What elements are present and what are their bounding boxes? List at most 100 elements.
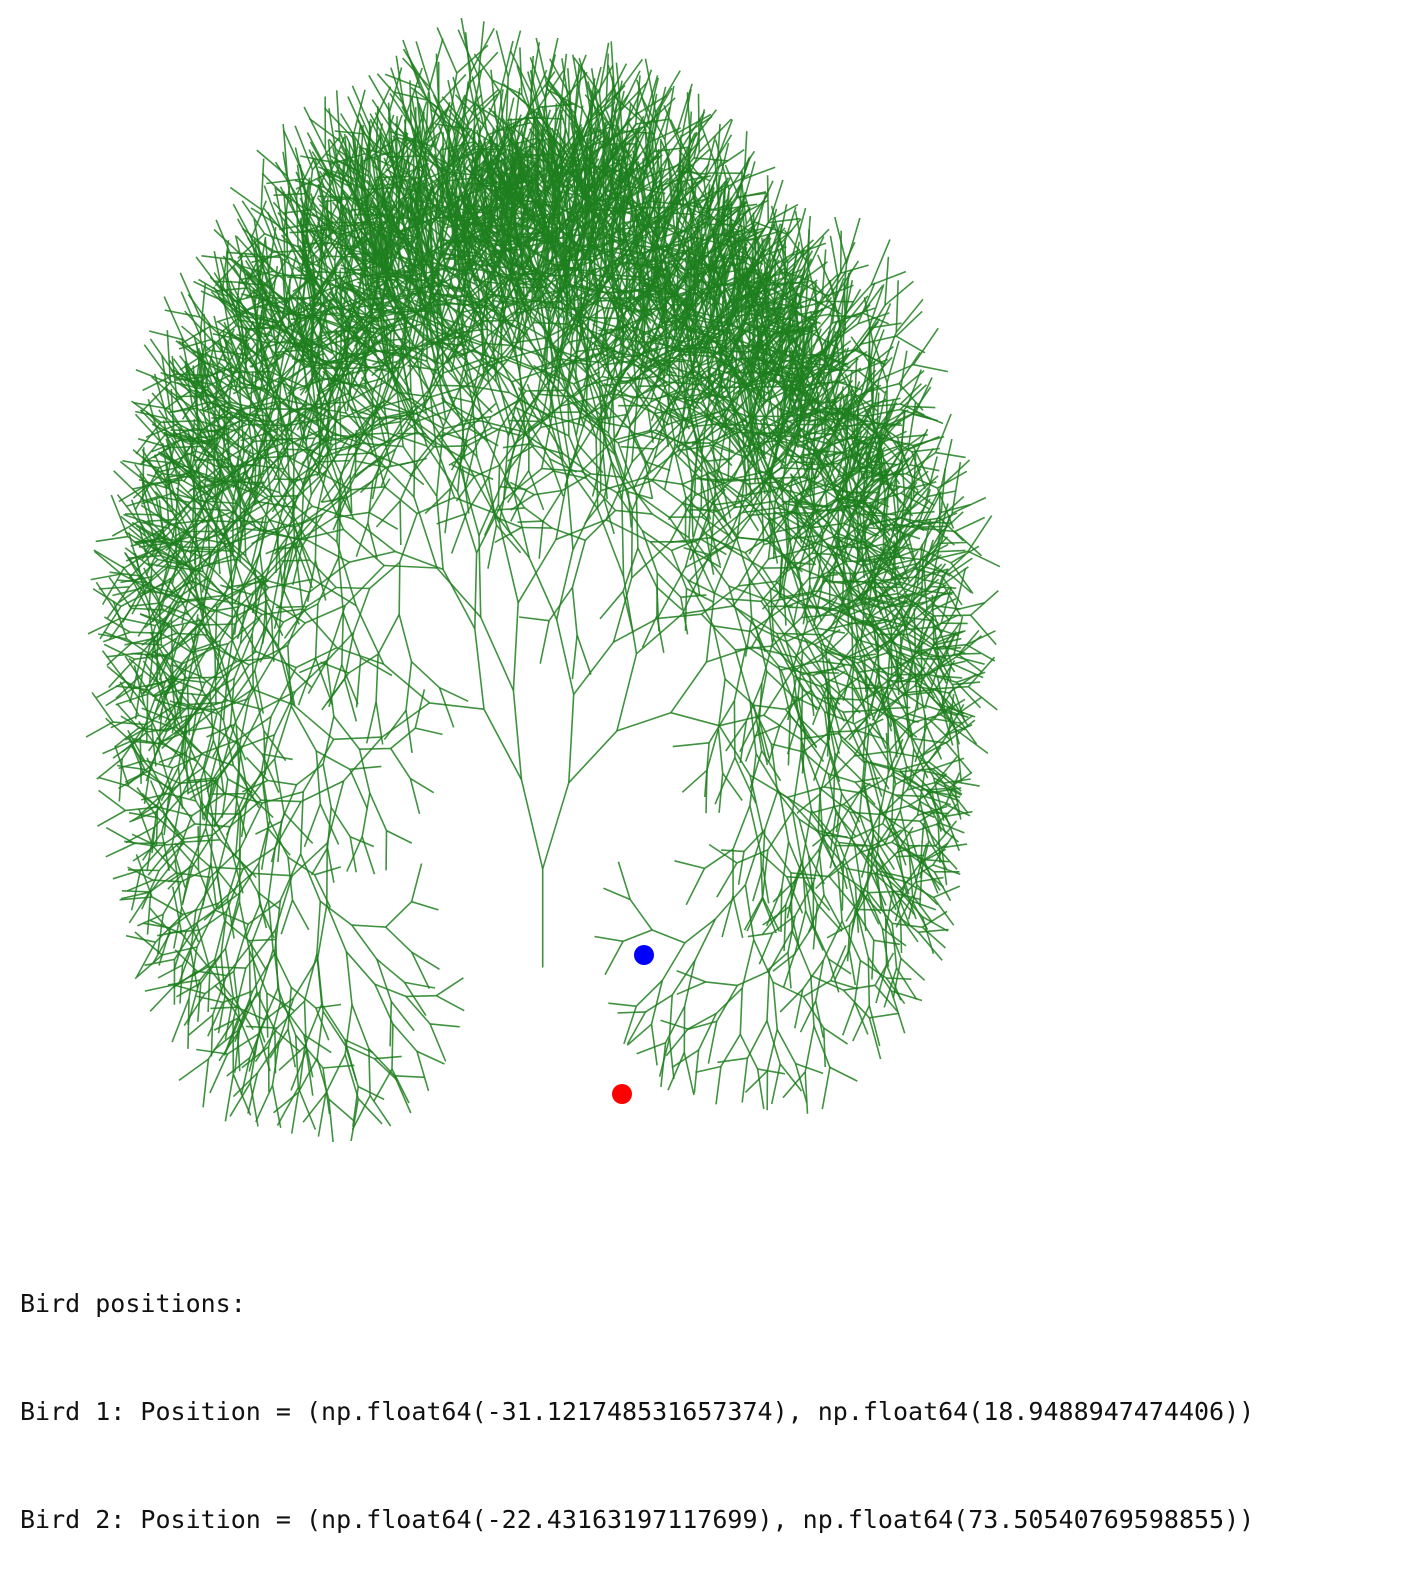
branch-segment xyxy=(365,239,366,278)
branch-segment xyxy=(125,807,158,810)
branch-segment xyxy=(417,1051,429,1091)
branch-segment xyxy=(275,706,292,759)
branch-segment xyxy=(430,1024,460,1027)
branch-segment xyxy=(395,1076,411,1113)
branch-segment xyxy=(374,1056,401,1058)
branch-segment xyxy=(788,715,790,765)
branch-segment xyxy=(387,156,421,157)
branch-segment xyxy=(294,487,295,542)
branch-segment xyxy=(543,783,569,869)
branch-segment xyxy=(276,438,315,439)
fractal-tree xyxy=(0,0,1420,1190)
branch-segment xyxy=(351,487,385,490)
branch-segment xyxy=(304,1035,313,1078)
branch-segment xyxy=(342,613,344,665)
branch-segment xyxy=(337,90,340,141)
branch-segment xyxy=(180,965,183,1003)
branch-segment xyxy=(149,331,183,340)
branch-segment xyxy=(147,694,148,743)
branch-segment xyxy=(405,982,436,988)
branch-segment xyxy=(557,620,574,695)
branch-segment xyxy=(673,743,709,747)
branch-segment xyxy=(392,1024,393,1069)
branch-segment xyxy=(352,925,377,959)
branch-segment xyxy=(296,1035,299,1087)
branch-segment xyxy=(291,987,316,1008)
branch-segment xyxy=(567,478,573,550)
branch-segment xyxy=(370,793,387,831)
branch-segment xyxy=(387,831,412,844)
branch-segment xyxy=(385,74,420,88)
branch-segment xyxy=(436,978,463,996)
branch-segment xyxy=(172,998,189,1042)
branch-segment xyxy=(481,617,514,690)
branch-segment xyxy=(406,996,430,1024)
branch-segment xyxy=(706,770,707,813)
branch-segment xyxy=(352,86,371,129)
branch-segment xyxy=(304,804,320,847)
branch-segment xyxy=(369,75,390,111)
branch-segment xyxy=(137,942,156,977)
branch-segment xyxy=(430,703,485,709)
branch-segment xyxy=(349,552,395,563)
branch-segment xyxy=(96,537,128,542)
branch-segment xyxy=(211,867,243,869)
branch-segment xyxy=(406,996,436,997)
branch-segment xyxy=(188,294,211,325)
branch-segment xyxy=(303,609,337,648)
branch-segment xyxy=(316,604,318,659)
branch-segment xyxy=(412,864,422,902)
branch-segment xyxy=(352,925,386,927)
branch-segment xyxy=(92,692,113,722)
branch-segment xyxy=(352,1005,369,1049)
branch-segment xyxy=(241,421,273,422)
branch-segment xyxy=(374,1069,392,1101)
branch-segment xyxy=(360,749,391,750)
branch-segment xyxy=(234,686,253,725)
branch-segment xyxy=(378,614,399,654)
branch-segment xyxy=(675,454,686,497)
branch-segment xyxy=(185,840,221,842)
branch-segment xyxy=(323,764,331,807)
plot-canvas xyxy=(0,0,1420,1190)
branch-segment xyxy=(657,573,681,597)
branch-segment xyxy=(356,523,368,557)
branch-segment xyxy=(275,1030,276,1073)
branch-segment xyxy=(310,560,336,587)
branch-segment xyxy=(208,524,209,568)
branch-segment xyxy=(475,553,477,629)
branch-segment xyxy=(315,516,316,560)
branch-segment xyxy=(345,1054,358,1098)
branch-segment xyxy=(317,954,322,1004)
branch-segment xyxy=(142,435,165,463)
branch-segment xyxy=(327,781,343,843)
branch-segment xyxy=(256,1085,273,1122)
branch-segment xyxy=(399,614,411,661)
branch-segment xyxy=(326,1054,345,1093)
branch-segment xyxy=(368,481,373,523)
branch-segment xyxy=(184,547,216,548)
branch-segment xyxy=(573,491,601,550)
branch-segment xyxy=(293,546,302,585)
branch-segment xyxy=(522,780,543,869)
branch-segment xyxy=(252,634,253,686)
branch-segment xyxy=(334,737,382,739)
branch-segment xyxy=(569,694,574,782)
branch-segment xyxy=(260,950,273,992)
branch-segment xyxy=(249,940,275,941)
branch-segment xyxy=(122,891,151,892)
branch-segment xyxy=(390,1002,391,1047)
branch-segment xyxy=(682,770,707,792)
branch-segment xyxy=(211,1015,212,1057)
branch-segment xyxy=(638,548,657,587)
branch-segment xyxy=(345,1040,373,1053)
branch-segment xyxy=(600,591,623,619)
branch-segment xyxy=(150,908,171,933)
branch-segment xyxy=(165,310,200,317)
branch-segment xyxy=(208,969,210,1012)
branch-segment xyxy=(281,785,296,822)
branch-segment xyxy=(250,951,251,1001)
branch-segment xyxy=(339,557,344,613)
branch-segment xyxy=(148,892,151,935)
branch-segment xyxy=(208,967,246,968)
